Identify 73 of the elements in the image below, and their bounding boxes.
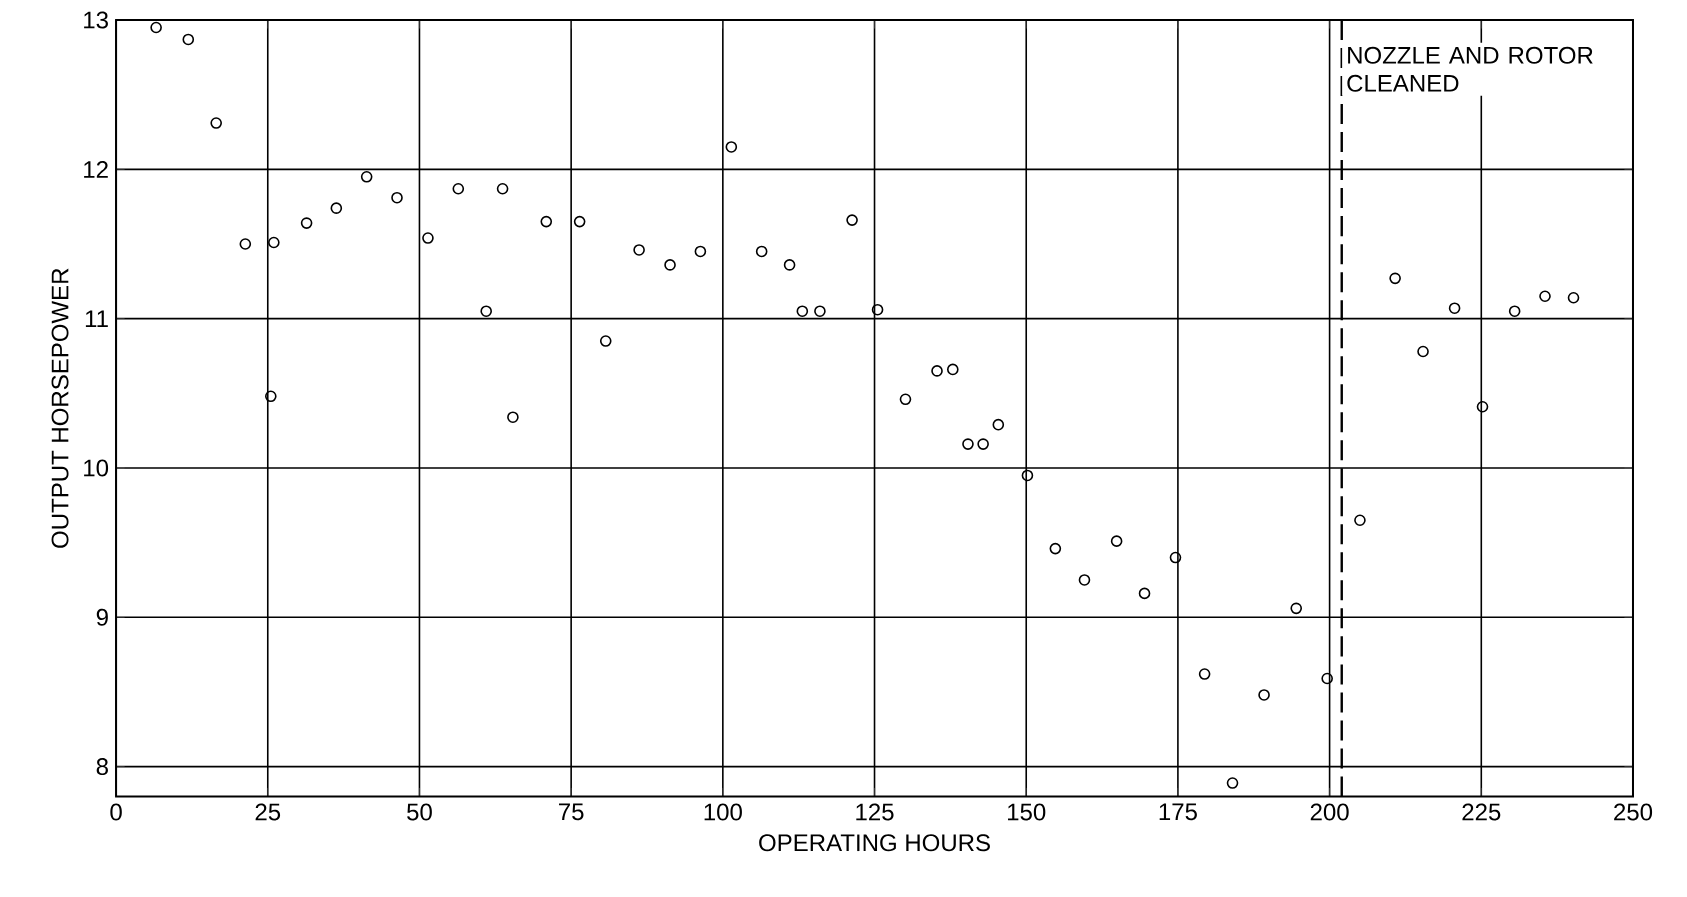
point [1417,345,1429,358]
point [422,232,434,245]
point [573,216,586,228]
point [992,419,1005,431]
y-tick-label: 12 [84,161,108,178]
point [452,183,465,195]
x-tick-label: 125 [856,803,894,821]
point [1078,574,1091,586]
x-tick-label: 0 [110,803,122,821]
point [1567,292,1580,304]
point [265,390,277,403]
point [1226,777,1239,790]
x-tick-label: 200 [1310,803,1349,821]
point [1448,302,1461,315]
point [1354,514,1366,527]
point [1169,552,1182,564]
point [330,202,343,215]
point [1110,535,1123,548]
point [1539,290,1551,303]
point [239,238,252,251]
point [755,245,768,258]
point [962,438,974,451]
point [947,363,959,376]
point [796,305,809,318]
point [977,438,989,451]
x-tick-label: 150 [1008,803,1046,821]
point [507,411,519,424]
point [150,21,162,34]
x-tick-label: 50 [407,803,432,821]
point [931,365,943,377]
point [1049,543,1062,555]
point [1389,272,1401,285]
point [814,305,826,318]
x-tick-label: 225 [1462,803,1501,821]
x-tick-label: 250 [1614,803,1653,821]
y-tick-label: 13 [84,11,108,29]
x-tick-label: 75 [559,803,584,821]
point [846,214,858,227]
point [599,335,612,348]
point [633,244,645,257]
point [1508,305,1521,318]
point [871,304,884,316]
point [1290,602,1303,615]
y-tick-label: 9 [96,609,108,627]
x-axis-title: OPERATING HOURS [759,834,990,852]
point [664,259,676,271]
x-tick-label: 100 [704,803,742,821]
point [899,393,912,406]
point [540,216,553,228]
point [391,192,403,204]
y-tick-label: 11 [85,310,108,328]
point [1258,689,1270,701]
point [694,245,707,258]
point [783,259,796,271]
point [1138,587,1151,600]
y-tick-label: 10 [84,459,109,477]
point [210,117,222,130]
y-tick-label: 8 [96,758,108,776]
point [1021,469,1034,482]
point [1321,672,1333,685]
point [360,171,373,183]
point [725,141,738,153]
x-tick-label: 25 [255,803,281,821]
point [496,183,509,195]
y-axis-title: OUTPUT HORSEPOWER [51,268,69,549]
point [480,305,493,318]
point [300,217,313,230]
x-tick-label: 175 [1159,803,1197,821]
point [1198,668,1211,681]
point [268,236,280,249]
point [182,33,195,46]
point [1476,401,1489,413]
ref-line-label: NOZZLE AND ROTOR CLEANED [1347,47,1593,93]
